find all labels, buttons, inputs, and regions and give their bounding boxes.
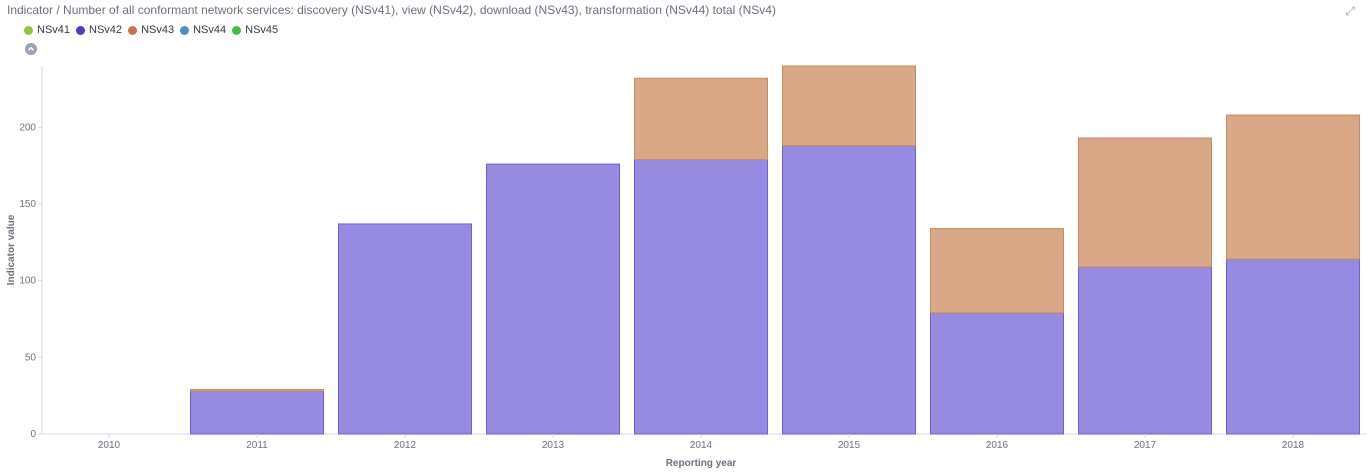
legend-item-nsv41[interactable]: NSv41	[24, 24, 70, 36]
legend-label: NSv41	[37, 24, 71, 36]
x-tick-label: 2016	[986, 440, 1009, 451]
x-tick-label: 2015	[838, 440, 861, 451]
legend-item-nsv43[interactable]: NSv43	[128, 24, 174, 36]
x-tick-label: 2018	[1282, 440, 1305, 451]
bar-nsv42-2011	[190, 390, 324, 435]
expand-icon[interactable]: ⤢	[1345, 4, 1355, 18]
legend-dot	[232, 25, 242, 35]
x-tick-label: 2010	[98, 440, 121, 451]
legend-dot	[128, 25, 138, 35]
legend-item-nsv42[interactable]: NSv42	[76, 24, 122, 36]
y-tick-label: 50	[25, 352, 37, 363]
bar-nsv42-2013	[486, 163, 620, 435]
y-axis-title: Indicator value	[6, 214, 17, 285]
legend-label: NSv42	[89, 24, 123, 36]
legend-label: NSv44	[193, 24, 227, 36]
x-tick-label: 2014	[690, 440, 713, 451]
bar-nsv43-2014	[634, 77, 768, 161]
bar-nsv43-2017	[1078, 137, 1212, 268]
x-tick-label: 2013	[542, 440, 565, 451]
bar-nsv42-2017	[1078, 266, 1212, 435]
chart-title: Indicator / Number of all conformant net…	[7, 3, 776, 17]
bar-nsv42-2012	[338, 223, 472, 435]
y-tick-label: 0	[30, 429, 36, 440]
bar-nsv43-2018	[1226, 114, 1360, 260]
x-tick-label: 2012	[394, 440, 417, 451]
y-tick-label: 150	[19, 199, 36, 210]
bar-nsv42-2018	[1226, 258, 1360, 435]
bar-nsv43-2016	[930, 228, 1064, 314]
x-tick-label: 2011	[246, 440, 268, 451]
legend-item-nsv44[interactable]: NSv44	[180, 24, 226, 36]
legend-dot	[180, 25, 190, 35]
legend-item-nsv45[interactable]: NSv45	[232, 24, 278, 36]
x-tick-label: 2017	[1134, 440, 1157, 451]
legend: NSv41 NSv42 NSv43 NSv44 NSv45	[24, 24, 278, 36]
bar-nsv43-2015	[782, 65, 916, 147]
legend-dot	[24, 25, 33, 35]
bar-nsv42-2014	[634, 159, 768, 435]
legend-dot	[76, 25, 86, 35]
legend-collapse-icon[interactable]	[25, 43, 37, 55]
legend-label: NSv43	[141, 24, 175, 36]
y-tick-label: 100	[19, 276, 36, 287]
bar-nsv42-2015	[782, 145, 916, 435]
legend-label: NSv45	[245, 24, 279, 36]
y-tick-label: 200	[19, 122, 36, 133]
bar-nsv43-2011	[190, 389, 324, 392]
bar-nsv42-2016	[930, 312, 1064, 435]
x-axis-title: Reporting year	[666, 458, 737, 469]
